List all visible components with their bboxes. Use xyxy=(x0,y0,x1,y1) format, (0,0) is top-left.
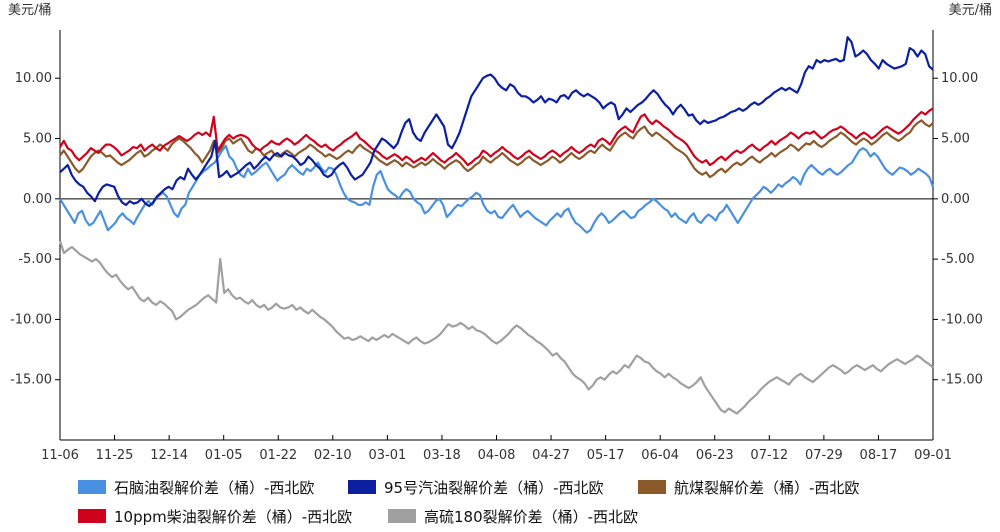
legend-swatch-diesel xyxy=(78,509,106,523)
y-tick-label-right: 10.00 xyxy=(941,71,978,86)
y-tick-label-right: -10.00 xyxy=(941,312,983,327)
x-tick-label: 06-23 xyxy=(696,448,734,463)
legend-label-gasoline95: 95号汽油裂解价差（桶）-西北欧 xyxy=(384,479,604,497)
x-tick-label: 07-12 xyxy=(750,448,788,463)
series-line-diesel xyxy=(59,107,934,167)
series-line-naphtha xyxy=(59,144,935,234)
y-tick-label-left: 0.00 xyxy=(23,192,52,207)
series-line-gasoline95 xyxy=(59,36,934,208)
y-tick-label-left: 5.00 xyxy=(23,132,52,147)
x-tick-label: 12-14 xyxy=(150,448,188,463)
legend: 石脑油裂解价差（桶）-西北欧 95号汽油裂解价差（桶）-西北欧 航煤裂解价差（桶）-… xyxy=(78,479,859,526)
x-tick-label: 03-01 xyxy=(368,448,406,463)
series-line-hsfo180 xyxy=(58,240,934,415)
legend-label-jet: 航煤裂解价差（桶）-西北欧 xyxy=(674,479,859,497)
y-tick-label-right: -5.00 xyxy=(941,252,975,267)
y-unit-label-right: 美元/桶 xyxy=(949,3,992,18)
x-tick-label: 04-27 xyxy=(532,448,570,463)
y-tick-label-right: 0.00 xyxy=(941,192,970,207)
legend-swatch-naphtha xyxy=(78,480,106,494)
x-tick-label: 09-01 xyxy=(914,448,952,463)
x-tick-label: 06-04 xyxy=(641,448,679,463)
legend-swatch-jet xyxy=(638,480,666,494)
y-tick-label-left: -10.00 xyxy=(10,312,52,327)
x-tick-label: 02-10 xyxy=(314,448,352,463)
y-tick-label-right: -15.00 xyxy=(941,373,983,388)
y-tick-label-left: -5.00 xyxy=(18,252,52,267)
legend-swatch-gasoline95 xyxy=(348,480,376,494)
x-tick-label: 07-29 xyxy=(805,448,843,463)
x-tick-label: 08-17 xyxy=(860,448,898,463)
series-line-jet xyxy=(59,119,934,179)
y-tick-label-right: 5.00 xyxy=(941,132,970,147)
x-tick-label: 11-25 xyxy=(96,448,134,463)
x-tick-label: 11-06 xyxy=(41,448,79,463)
legend-label-naphtha: 石脑油裂解价差（桶）-西北欧 xyxy=(114,479,314,497)
y-unit-label-left: 美元/桶 xyxy=(8,3,51,18)
legend-label-diesel: 10ppm柴油裂解价差（桶）-西北欧 xyxy=(114,508,352,526)
y-tick-label-left: -15.00 xyxy=(10,373,52,388)
x-tick-label: 03-18 xyxy=(423,448,461,463)
legend-label-hsfo180: 高硫180裂解价差（桶）-西北欧 xyxy=(424,508,638,526)
x-tick-label: 05-17 xyxy=(587,448,625,463)
x-tick-label: 01-22 xyxy=(259,448,297,463)
legend-swatch-hsfo180 xyxy=(388,509,416,523)
series-lines xyxy=(58,36,935,415)
y-tick-label-left: 10.00 xyxy=(15,71,52,86)
axes: 美元/桶 美元/桶 -15.00 -15.00 -10.00 -10.00 -5.00 -5.… xyxy=(8,3,992,463)
x-tick-label: 01-05 xyxy=(205,448,243,463)
x-tick-label: 04-08 xyxy=(478,448,516,463)
